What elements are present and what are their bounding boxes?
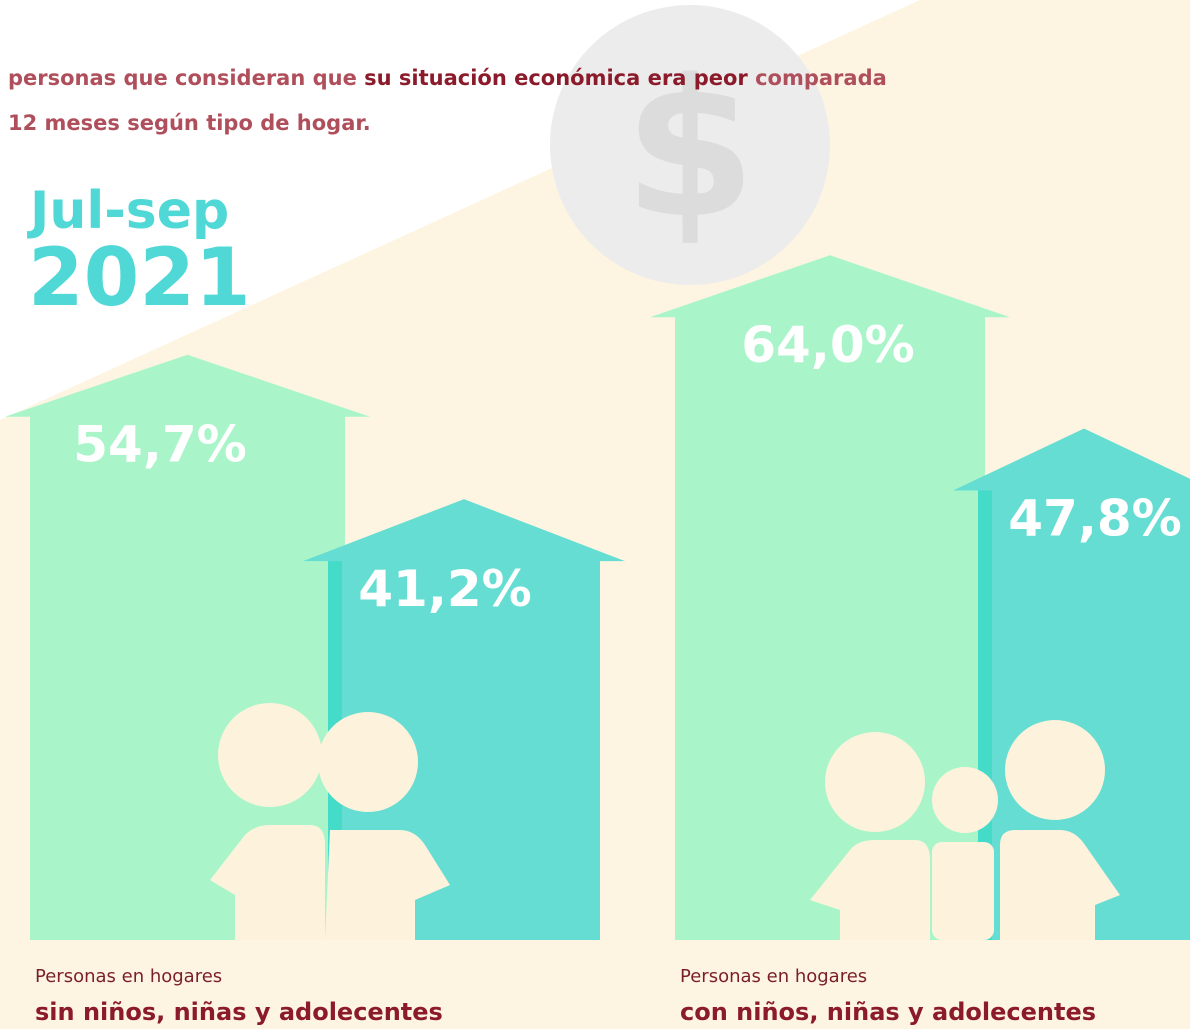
value-label: 64,0% <box>741 316 914 374</box>
person-body <box>932 842 994 940</box>
subtitle-line: 12 meses según tipo de hogar. <box>8 111 371 135</box>
person-head <box>218 703 322 807</box>
subtitle: personas que consideran que su situación… <box>8 66 887 90</box>
value-label: 41,2% <box>358 560 531 618</box>
value-label: 47,8% <box>1008 490 1181 548</box>
person-head <box>932 767 998 833</box>
category-label: sin niños, niñas y adolecentes <box>35 998 443 1026</box>
category-prefix: Personas en hogares <box>680 966 867 987</box>
person-head <box>825 732 925 832</box>
value-label: 54,7% <box>73 416 246 474</box>
person-head <box>1005 720 1105 820</box>
subtitle-part: personas que consideran que <box>8 66 364 90</box>
category-prefix: Personas en hogares <box>35 966 222 987</box>
subtitle-emphasis: su situación económica era peor <box>364 66 748 90</box>
person-head <box>318 712 418 812</box>
period-year: 2021 <box>28 231 251 324</box>
subtitle-part: comparada <box>748 66 887 90</box>
chart: $ personas que consideran que su situaci… <box>0 0 1190 1029</box>
page: $ personas que consideran que su situaci… <box>0 0 1190 1029</box>
category-label: con niños, niñas y adolecentes <box>680 998 1096 1026</box>
